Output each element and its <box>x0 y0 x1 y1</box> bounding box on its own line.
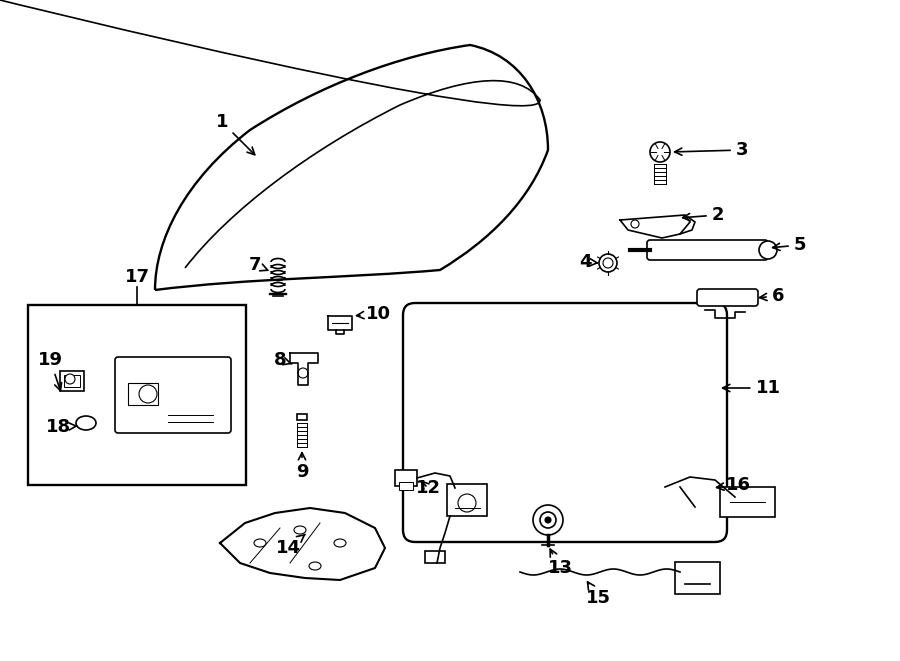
Circle shape <box>545 517 551 523</box>
Circle shape <box>298 368 308 378</box>
Bar <box>447 484 487 516</box>
Text: 14: 14 <box>275 534 305 557</box>
Circle shape <box>650 142 670 162</box>
Bar <box>297 414 307 420</box>
Ellipse shape <box>309 562 321 570</box>
Circle shape <box>533 505 563 535</box>
Bar <box>395 470 417 486</box>
Circle shape <box>603 258 613 268</box>
Bar <box>60 371 84 391</box>
Text: 19: 19 <box>38 351 62 391</box>
Text: 2: 2 <box>682 206 725 224</box>
Text: 5: 5 <box>772 236 806 254</box>
FancyBboxPatch shape <box>403 303 727 542</box>
Bar <box>425 551 445 563</box>
Text: 4: 4 <box>579 253 598 271</box>
Text: 3: 3 <box>675 141 748 159</box>
Text: 18: 18 <box>45 418 76 436</box>
Bar <box>399 482 413 490</box>
Bar <box>720 487 775 517</box>
Text: 15: 15 <box>586 582 610 607</box>
Circle shape <box>540 512 556 528</box>
Circle shape <box>631 220 639 228</box>
Text: 16: 16 <box>716 476 751 494</box>
Bar <box>128 383 158 405</box>
FancyBboxPatch shape <box>647 240 768 260</box>
FancyBboxPatch shape <box>697 289 758 306</box>
Text: 12: 12 <box>416 479 440 497</box>
Ellipse shape <box>254 539 266 547</box>
Bar <box>64 375 80 387</box>
Ellipse shape <box>76 416 96 430</box>
Text: 11: 11 <box>723 379 780 397</box>
Circle shape <box>65 374 75 384</box>
Text: 8: 8 <box>274 351 292 369</box>
Text: 9: 9 <box>296 453 308 481</box>
Circle shape <box>599 254 617 272</box>
Ellipse shape <box>334 539 346 547</box>
Text: 6: 6 <box>760 287 784 305</box>
Circle shape <box>139 385 157 403</box>
Text: 1: 1 <box>216 113 255 155</box>
Bar <box>675 562 720 594</box>
Circle shape <box>759 241 777 259</box>
Ellipse shape <box>294 526 306 534</box>
Circle shape <box>458 494 476 512</box>
FancyBboxPatch shape <box>115 357 231 433</box>
PathPatch shape <box>155 45 548 290</box>
Text: 10: 10 <box>356 305 391 323</box>
Text: 17: 17 <box>124 268 149 286</box>
Bar <box>28 305 246 485</box>
Text: 13: 13 <box>547 549 572 577</box>
Text: 7: 7 <box>248 256 268 274</box>
